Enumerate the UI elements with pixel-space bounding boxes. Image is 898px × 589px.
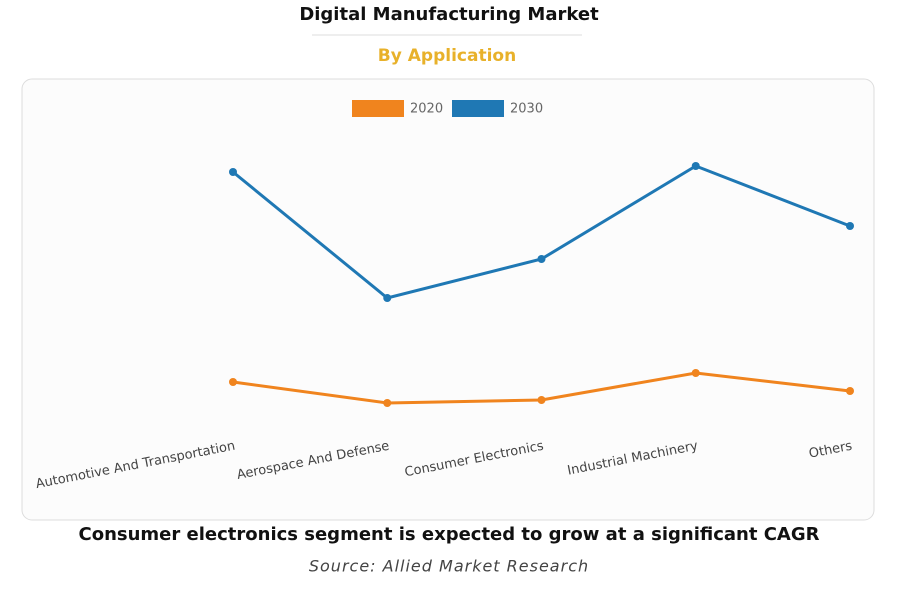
chart-title: Digital Manufacturing Market [299, 4, 599, 25]
data-point [537, 255, 546, 263]
legend-label: 2020 [410, 102, 443, 117]
data-point [229, 168, 237, 176]
data-point [691, 369, 700, 377]
source: Source: Allied Market Research [309, 557, 589, 576]
legend-label: 2030 [510, 102, 543, 117]
chart-subtitle: By Application [378, 46, 516, 66]
data-point [691, 162, 700, 170]
data-point [229, 378, 237, 386]
legend-swatch [452, 100, 504, 117]
plot-frame [21, 78, 875, 521]
data-point [846, 387, 854, 395]
data-point [846, 222, 854, 230]
data-point [383, 294, 392, 302]
data-point [537, 396, 546, 404]
legend-swatch [352, 100, 404, 117]
caption: Consumer electronics segment is expected… [79, 524, 820, 545]
data-point [383, 399, 392, 407]
